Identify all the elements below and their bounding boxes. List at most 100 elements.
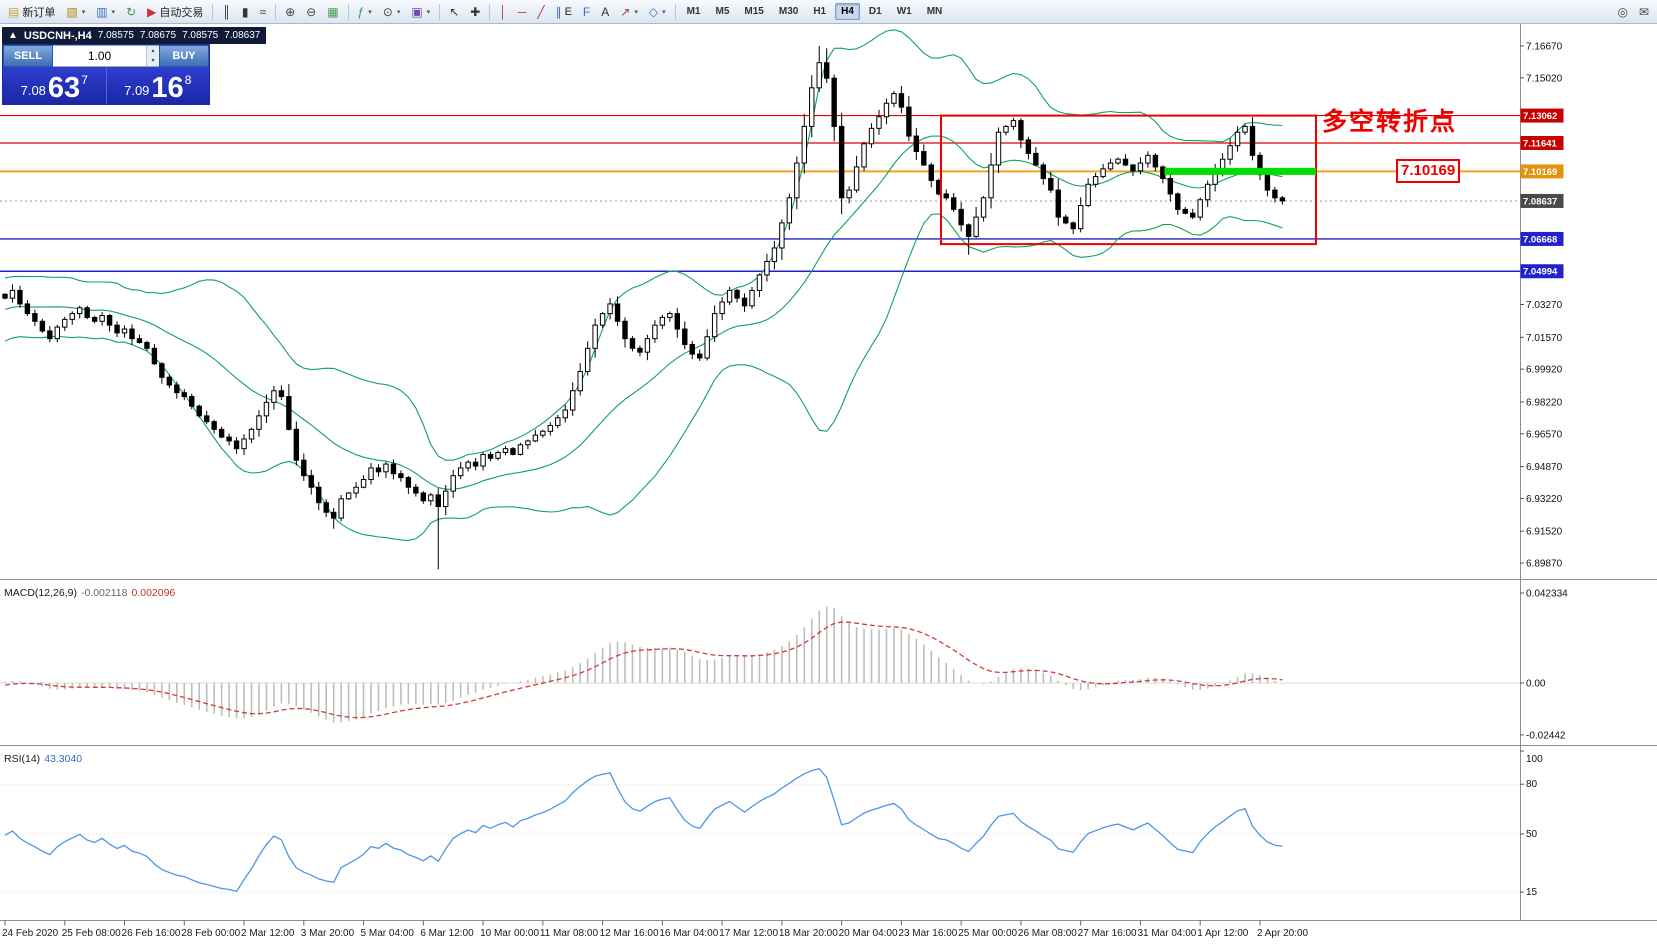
buy-button[interactable]: BUY bbox=[159, 45, 209, 67]
price-tick-label: 6.96570 bbox=[1526, 429, 1563, 440]
line-chart-icon: ≈ bbox=[259, 4, 267, 19]
vertical-line-button[interactable]: │ bbox=[494, 2, 512, 22]
new-chart-button[interactable]: ▧ ▾ bbox=[61, 2, 90, 22]
time-tick-label: 17 Mar 12:00 bbox=[719, 928, 778, 939]
price-tick-label: 7.15020 bbox=[1526, 73, 1563, 84]
price-axis: 7.16670 7.15020 7.03270 7.01570 6.99920 6.982… bbox=[1520, 41, 1563, 570]
zoom-in-icon: ⊕ bbox=[285, 4, 296, 19]
time-tick-label: 26 Feb 16:00 bbox=[122, 928, 181, 939]
quick-search-button[interactable]: ◎ bbox=[1612, 2, 1632, 22]
horizontal-line-button[interactable]: ─ bbox=[513, 2, 532, 22]
timeframe-h4[interactable]: H4 bbox=[835, 3, 860, 20]
bollinger-lower-line bbox=[4, 213, 1283, 541]
price-line-tag: 7.11641 bbox=[1520, 135, 1564, 150]
bollinger-bands bbox=[4, 29, 1283, 541]
text-button[interactable]: A bbox=[596, 2, 614, 22]
toolbar-separator bbox=[439, 3, 441, 20]
new-chart-icon: ▧ bbox=[66, 4, 78, 19]
price-tick-label: 6.89870 bbox=[1526, 559, 1563, 570]
macd-panel: 0.042334 0.00 -0.02442 bbox=[0, 589, 1568, 741]
macd-tick-label: 0.00 bbox=[1526, 678, 1546, 689]
dropdown-arrow-icon: ▾ bbox=[396, 8, 401, 16]
shapes-button[interactable]: ◇ ▾ bbox=[644, 2, 671, 22]
periods-button[interactable]: ⊙ ▾ bbox=[378, 2, 406, 22]
horizontal-line-icon: ─ bbox=[517, 4, 527, 19]
time-tick-label: 18 Mar 20:00 bbox=[779, 928, 838, 939]
sell-price-display[interactable]: 7.08 63 7 bbox=[3, 67, 106, 104]
timeframe-h1[interactable]: H1 bbox=[813, 6, 827, 17]
sell-button[interactable]: SELL bbox=[3, 45, 53, 67]
price-callout-label: 7.10169 bbox=[1396, 159, 1461, 183]
one-click-trading-widget: SELL ▴ ▾ BUY 7.08 63 7 7.09 16 8 bbox=[2, 44, 210, 105]
channel-button[interactable]: ∥ E bbox=[551, 2, 577, 22]
toolbar-separator bbox=[212, 3, 214, 20]
price-tick-label: 6.91520 bbox=[1526, 527, 1563, 538]
volume-up-button[interactable]: ▴ bbox=[147, 46, 159, 56]
cycle-icon: ↻ bbox=[126, 4, 137, 19]
dropdown-arrow-icon: ▾ bbox=[662, 8, 666, 16]
dropdown-arrow-icon: ▾ bbox=[111, 8, 116, 16]
timeframe-d1[interactable]: D1 bbox=[868, 6, 882, 17]
horizontal-level-lines bbox=[0, 114, 1520, 272]
cycle-charts-button[interactable]: ↻ bbox=[121, 2, 141, 22]
time-tick-label: 1 Apr 12:00 bbox=[1197, 928, 1249, 939]
notifications-button[interactable]: ✉ bbox=[1634, 2, 1654, 22]
price-line-tag: 7.13062 bbox=[1520, 108, 1564, 123]
zoom-in-button[interactable]: ⊕ bbox=[280, 2, 300, 22]
crosshair-button[interactable]: ✚ bbox=[465, 2, 485, 22]
fibonacci-icon: F bbox=[582, 4, 591, 19]
volume-down-button[interactable]: ▾ bbox=[147, 56, 159, 66]
symbol-name: USDCNH-,H4 bbox=[23, 29, 92, 42]
ohlc-open: 7.08575 bbox=[97, 30, 134, 41]
time-tick-label: 16 Mar 04:00 bbox=[659, 928, 718, 939]
buy-price-small: 7.09 bbox=[124, 83, 150, 98]
time-tick-label: 2 Apr 20:00 bbox=[1257, 928, 1309, 939]
time-tick-label: 27 Mar 16:00 bbox=[1078, 928, 1137, 939]
new-order-button[interactable]: ▤ 新订单 bbox=[3, 2, 60, 22]
profiles-button[interactable]: ▥ ▾ bbox=[91, 2, 120, 22]
trendline-button[interactable]: ╱ bbox=[532, 2, 549, 22]
indicators-button[interactable]: ƒ ▾ bbox=[353, 2, 377, 22]
fibonacci-button[interactable]: F bbox=[578, 2, 595, 22]
tile-windows-icon: ▦ bbox=[327, 4, 339, 19]
timeframe-m15[interactable]: M15 bbox=[744, 6, 764, 17]
timeframe-m30[interactable]: M30 bbox=[778, 6, 799, 17]
volume-input[interactable] bbox=[53, 46, 146, 66]
time-tick-label: 5 Mar 04:00 bbox=[361, 928, 415, 939]
arrows-button[interactable]: ↗ ▾ bbox=[615, 2, 643, 22]
buy-price-display[interactable]: 7.09 16 8 bbox=[107, 67, 210, 104]
macd-main-value: -0.002118 bbox=[80, 587, 128, 599]
timeframe-w1[interactable]: W1 bbox=[896, 6, 912, 17]
dropdown-arrow-icon: ▾ bbox=[368, 8, 372, 16]
periods-icon: ⊙ bbox=[382, 4, 393, 19]
tile-windows-button[interactable]: ▦ bbox=[322, 2, 343, 22]
bars-chart-button[interactable]: ║ bbox=[217, 2, 236, 22]
candles-chart-button[interactable]: ▮ bbox=[237, 2, 254, 22]
line-chart-button[interactable]: ≈ bbox=[254, 2, 271, 22]
arrows-icon: ↗ bbox=[620, 4, 631, 19]
macd-tick-label: 0.042334 bbox=[1526, 589, 1568, 600]
price-tick-label: 6.93220 bbox=[1526, 494, 1563, 505]
timeframe-mn[interactable]: MN bbox=[926, 6, 943, 17]
time-tick-label: 23 Mar 16:00 bbox=[898, 928, 957, 939]
sell-price-big: 63 bbox=[47, 72, 81, 105]
collapse-icon[interactable]: ▲ bbox=[8, 30, 18, 41]
svg-text:7.06668: 7.06668 bbox=[1523, 234, 1557, 245]
zoom-out-button[interactable]: ⊖ bbox=[301, 2, 321, 22]
buy-price-pip: 8 bbox=[184, 73, 192, 87]
timeframe-m1[interactable]: M1 bbox=[686, 6, 701, 17]
consolidation-rectangle bbox=[939, 114, 1317, 246]
timeframe-m5[interactable]: M5 bbox=[715, 6, 730, 17]
templates-button[interactable]: ▣ ▾ bbox=[406, 2, 435, 22]
templates-icon: ▣ bbox=[411, 4, 423, 19]
cursor-button[interactable]: ↖ bbox=[444, 2, 464, 22]
volume-input-group: ▴ ▾ bbox=[53, 45, 159, 67]
symbol-info-bar[interactable]: ▲ USDCNH-,H4 7.08575 7.08675 7.08575 7.0… bbox=[2, 27, 267, 44]
bollinger-upper-line bbox=[4, 29, 1283, 461]
time-tick-label: 10 Mar 00:00 bbox=[480, 928, 539, 939]
svg-text:7.11641: 7.11641 bbox=[1523, 138, 1558, 149]
auto-trading-button[interactable]: ▶ 自动交易 bbox=[142, 2, 208, 22]
main-toolbar: ▤ 新订单 ▧ ▾ ▥ ▾ ↻ ▶ 自动交易 ║ ▮ ≈ ⊕ ⊖ ▦ ƒ ▾ ⊙ ▾ ▣ ▾ ↖ ✚ │ ─ ╱ ∥ E F A ↗ ▾ ◇ ▾ M… bbox=[0, 0, 1657, 24]
order-form-icon: ▤ bbox=[8, 4, 20, 19]
